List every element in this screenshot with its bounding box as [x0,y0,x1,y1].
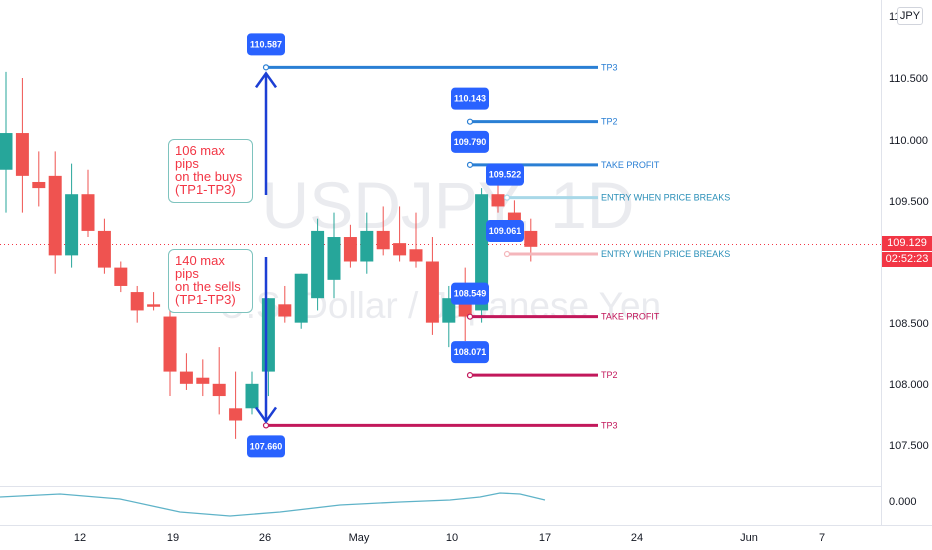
candle[interactable] [343,224,357,268]
time-tick-label: 7 [819,532,825,544]
svg-text:109.061: 109.061 [489,226,522,236]
time-tick-label: 12 [74,532,86,544]
candles-layer [0,71,538,439]
price-tick-label: 107.500 [889,440,929,452]
candle[interactable] [442,285,456,348]
candle[interactable] [376,206,390,256]
time-tick-label: May [349,532,370,544]
price-tag: 109.522 [486,163,524,186]
candle[interactable] [425,237,439,335]
svg-text:110.143: 110.143 [454,94,486,104]
level-line[interactable]: TAKE PROFIT 108.549 [451,282,660,322]
price-tag: 110.587 [247,33,285,56]
price-tick-label: 110.000 [889,135,928,147]
indicator-line [0,492,546,517]
candle[interactable] [311,218,325,311]
levels-layer: TP3 110.587 TP2 110.143 TAKE PROFIT 109.790 EN… [247,33,730,458]
candle[interactable] [278,285,292,323]
candle[interactable] [130,285,144,323]
candle[interactable] [360,212,374,274]
candle[interactable] [261,298,275,397]
svg-text:107.660: 107.660 [250,441,283,451]
level-label: TP2 [601,370,618,380]
candle[interactable] [294,273,308,329]
svg-text:109.790: 109.790 [454,137,487,147]
price-tag: 108.071 [451,341,489,364]
level-line[interactable]: TP2 108.071 [451,341,618,380]
countdown-tag: 02:52:23 [882,252,932,267]
candle[interactable] [212,347,226,415]
price-tick-label: 109.500 [889,196,929,208]
level-label: TP3 [601,420,618,430]
candle[interactable] [81,169,95,238]
time-tick-label: 10 [446,532,458,544]
time-tick-label: 17 [539,532,551,544]
indicator-tick-label: 0.000 [889,496,917,508]
level-line[interactable]: TP3 110.587 [247,33,618,72]
price-tick-label: 108.000 [889,379,929,391]
price-tag: 107.660 [247,435,285,458]
level-label: ENTRY WHEN PRICE BREAKS [601,193,730,203]
watermark-symbol: USDJPY, 1D [262,168,635,242]
candle[interactable] [327,212,341,299]
candle[interactable] [409,212,423,268]
candle[interactable] [147,292,161,311]
level-label: TP2 [601,117,618,127]
svg-text:110.587: 110.587 [250,39,282,49]
level-line[interactable]: ENTRY WHEN PRICE BREAKS 109.522 [486,163,730,203]
price-tick-label: 110.500 [889,73,928,85]
time-tick-label: Jun [740,532,758,544]
price-axis[interactable]: 110.500110.000109.500109.000108.500108.0… [0,0,932,526]
price-tag: 109.790 [451,130,489,153]
candle[interactable] [32,151,46,207]
candle[interactable] [245,371,259,415]
candle[interactable] [65,163,79,268]
time-axis[interactable]: 12 19 26 May 10 17 24 Jun 7 [74,532,825,544]
symbol-watermark: USDJPY, 1D U.S. Dollar / Japanese Yen [219,168,661,326]
candle[interactable] [393,206,407,262]
svg-text:108.549: 108.549 [454,289,487,299]
note-sells[interactable]: 140 max pips on the sells (TP1-TP3) [168,249,253,313]
candle[interactable] [196,359,210,397]
candle[interactable] [48,151,62,274]
range-arrows [254,71,278,424]
price-tick-label: 108.500 [889,318,929,330]
watermark-instrument: U.S. Dollar / Japanese Yen [219,285,661,326]
svg-text:109.522: 109.522 [489,170,522,180]
level-label: TP3 [601,62,618,72]
price-tag: 108.549 [451,282,489,305]
level-line[interactable]: ENTRY WHEN PRICE BREAKS 109.061 [486,220,730,259]
candle[interactable] [15,78,29,213]
level-line[interactable]: TP3 107.660 [247,420,618,458]
candle[interactable] [179,353,193,390]
level-label: TAKE PROFIT [601,312,660,322]
price-tag: 110.143 [451,87,489,110]
candle[interactable] [0,71,13,213]
current-price-tag: 109.129 [882,236,932,251]
price-tick-label: 11 [889,11,900,23]
currency-button[interactable]: JPY [897,7,923,25]
time-tick-label: 24 [631,532,643,544]
level-line[interactable]: TAKE PROFIT 109.790 [451,130,660,170]
time-tick-label: 26 [259,532,271,544]
note-buys[interactable]: 106 max pips on the buys (TP1-TP3) [168,139,253,203]
level-label: TAKE PROFIT [601,160,660,170]
level-line[interactable]: TP2 110.143 [451,87,618,127]
candle[interactable] [229,371,243,439]
candle[interactable] [491,181,505,213]
candle[interactable] [114,261,128,293]
indicator-pane [0,492,546,517]
time-tick-label: 19 [167,532,179,544]
candle[interactable] [97,218,111,274]
level-label: ENTRY WHEN PRICE BREAKS [601,249,730,259]
price-tag: 109.061 [486,220,524,243]
svg-text:108.071: 108.071 [454,347,487,357]
